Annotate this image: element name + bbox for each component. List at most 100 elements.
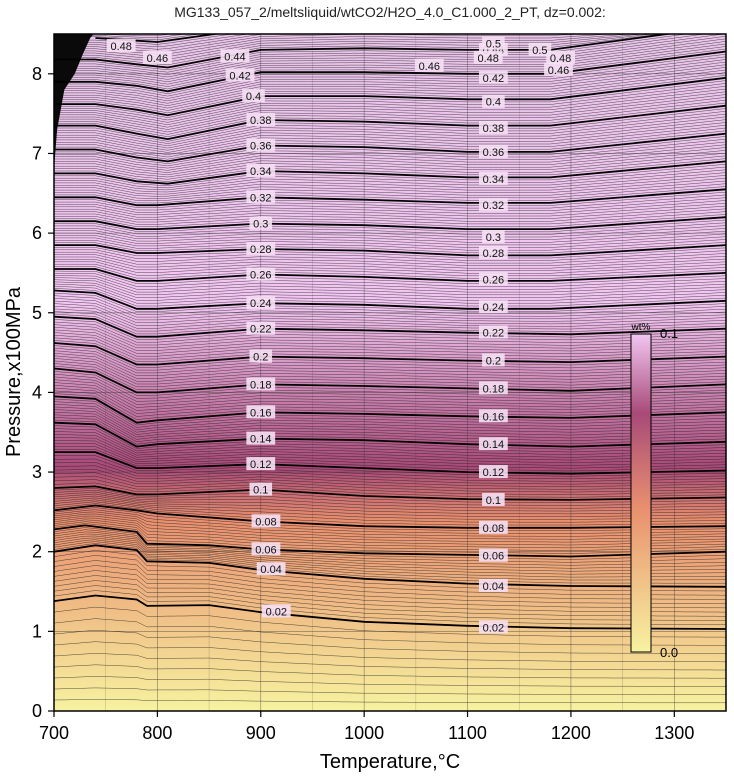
minor-contour-line xyxy=(54,155,726,180)
contour-label-text: 0.26 xyxy=(250,270,271,282)
minor-contour-line xyxy=(54,533,726,569)
minor-contour-line xyxy=(54,251,726,264)
minor-contour-line xyxy=(54,305,726,326)
contour-label: 0.32 xyxy=(246,190,276,204)
contour-label-bg xyxy=(482,36,505,50)
minor-contour-line xyxy=(54,34,283,50)
contour-label-bg xyxy=(478,578,508,592)
minor-contour-line xyxy=(54,236,726,248)
contour-label-text: 0.46 xyxy=(419,61,440,73)
contour-label-bg xyxy=(225,68,255,82)
minor-contour-line xyxy=(54,175,726,195)
minor-contour-line xyxy=(54,127,726,158)
contour-label: 0.28 xyxy=(246,242,276,256)
minor-contour-line xyxy=(54,222,726,235)
minor-contour-line xyxy=(54,479,726,495)
contour-label: 0.34 xyxy=(478,171,508,186)
x-tick-label: 700 xyxy=(39,723,69,743)
contour-label: 0.4 xyxy=(242,89,265,103)
minor-contour-line xyxy=(54,515,726,543)
minor-contour-line xyxy=(54,61,726,102)
contour-label: 0.44 xyxy=(220,49,250,63)
minor-contour-line xyxy=(54,141,726,169)
contour-label: 0.4 xyxy=(482,94,505,109)
minor-contour-line xyxy=(54,177,726,197)
contour-label-bg xyxy=(478,520,508,534)
contour-label-text: 0.28 xyxy=(483,248,504,260)
minor-contour-line xyxy=(54,319,726,340)
minor-contour-line xyxy=(54,197,726,213)
contour-label-text: 0.14 xyxy=(250,434,271,446)
contour-label-text: 0.24 xyxy=(250,298,271,310)
minor-contour-line xyxy=(54,543,726,584)
contour-label: 0.12 xyxy=(478,465,508,479)
contour-label-bg xyxy=(544,62,573,76)
minor-contour-line xyxy=(54,116,726,149)
minor-contour-line xyxy=(54,417,726,443)
minor-contour-line xyxy=(54,150,726,176)
minor-contour-line xyxy=(54,311,726,332)
contour-label-bg xyxy=(478,437,508,451)
contour-label-text: 0.04 xyxy=(260,564,281,576)
minor-contour-line xyxy=(54,194,726,211)
contour-label-bg xyxy=(546,50,575,64)
minor-contour-line xyxy=(54,34,726,75)
y-tick-label: 7 xyxy=(32,143,42,163)
contour-label-text: 0.5 xyxy=(532,45,547,57)
minor-contour-line xyxy=(54,488,726,503)
minor-contour-line xyxy=(54,266,726,279)
contour-label-bg xyxy=(478,620,508,634)
minor-contour-line xyxy=(54,183,726,202)
contour-label: 0.28 xyxy=(478,246,508,260)
contour-label-bg xyxy=(478,381,508,395)
minor-contour-line xyxy=(54,499,726,520)
contour-label: 0.1 xyxy=(482,492,505,507)
minor-contour-line xyxy=(54,687,726,695)
minor-contour-line xyxy=(54,166,726,189)
minor-contour-line xyxy=(54,130,726,160)
minor-contour-line xyxy=(54,527,726,560)
contour-label-text: 0.06 xyxy=(255,544,276,556)
contour-label: 0.48 xyxy=(473,50,503,65)
minor-contour-line xyxy=(54,560,726,600)
contour-label-text: 0.16 xyxy=(250,407,271,419)
minor-contour-line xyxy=(54,275,726,290)
major-contour-line xyxy=(54,34,674,69)
minor-contour-line xyxy=(54,34,234,45)
contour-label: 0.36 xyxy=(478,144,508,159)
minor-contour-line xyxy=(54,91,726,128)
minor-contour-line xyxy=(54,254,726,266)
minor-contour-line xyxy=(54,437,726,461)
minor-contour-line xyxy=(54,475,726,493)
minor-contour-line xyxy=(54,501,726,523)
minor-contour-line xyxy=(54,313,726,335)
minor-contour-line xyxy=(54,113,726,147)
contour-label-text: 0.48 xyxy=(478,53,499,65)
contour-label-bg xyxy=(251,514,281,528)
contour-label-text: 0.22 xyxy=(250,324,271,336)
contour-label-text: 0.48 xyxy=(110,41,131,53)
contour-label-text: 0.08 xyxy=(255,516,276,528)
minor-contour-line xyxy=(54,513,726,540)
contour-label-bg xyxy=(478,144,508,158)
minor-contour-line xyxy=(54,72,726,111)
minor-contour-line xyxy=(54,376,726,402)
contour-label: 0.04 xyxy=(256,562,286,576)
minor-contour-line xyxy=(54,440,726,464)
y-tick-label: 0 xyxy=(32,701,42,721)
minor-contour-line xyxy=(54,324,726,346)
minor-contour-line xyxy=(54,523,726,554)
minor-contour-line xyxy=(54,401,726,428)
x-tick-label: 1200 xyxy=(551,723,591,743)
contour-label: 0.5 xyxy=(528,42,552,57)
contour-label-bg xyxy=(478,171,508,185)
contour-label-bg xyxy=(246,431,276,445)
saturated-corner-region xyxy=(54,34,94,170)
x-tick-label: 800 xyxy=(142,723,172,743)
contour-label-bg xyxy=(246,242,276,256)
minor-contour-line xyxy=(54,74,726,114)
minor-contour-line xyxy=(54,565,726,604)
minor-contour-line xyxy=(54,334,726,357)
contour-label-text: 0.4 xyxy=(486,97,501,109)
